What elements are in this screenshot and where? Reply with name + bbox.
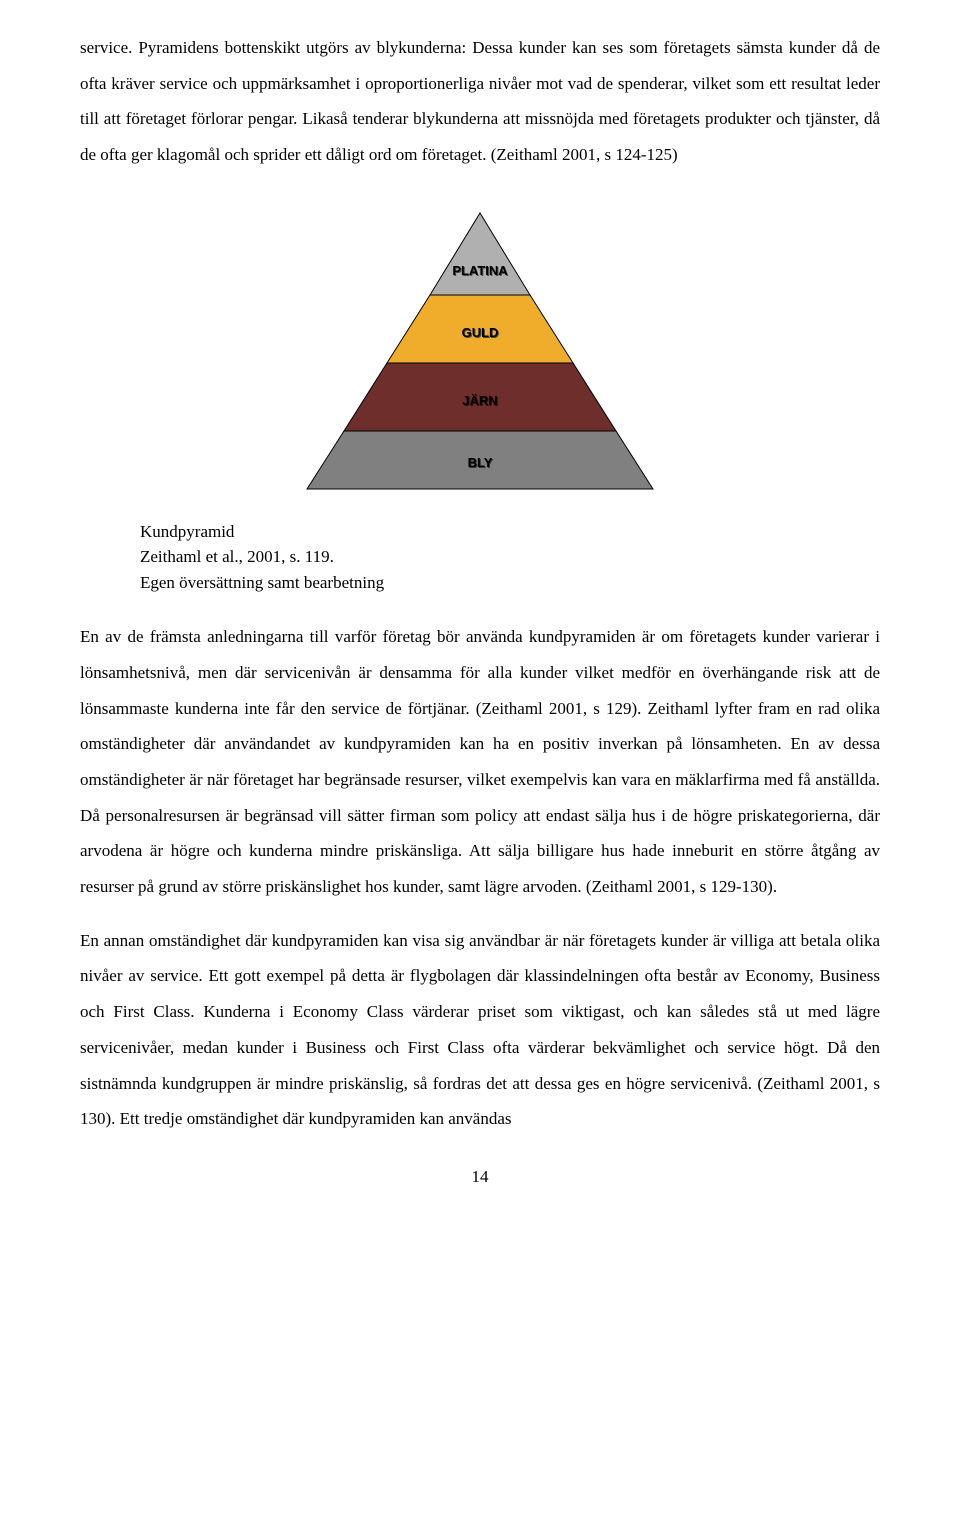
pyramid-tier-platina [430,213,530,295]
pyramid-label-bly: BLY [468,455,493,470]
paragraph-1: service. Pyramidens bottenskikt utgörs a… [80,30,880,173]
pyramid-svg: PLATINA PLATINA GULD GULD JÄRN JÄRN BLY … [270,203,690,499]
page-number: 14 [80,1167,880,1187]
pyramid-label-jarn: JÄRN [462,393,497,408]
pyramid-label-platina: PLATINA [452,263,508,278]
kundpyramid-figure: PLATINA PLATINA GULD GULD JÄRN JÄRN BLY … [80,203,880,499]
paragraph-3: En annan omständighet där kundpyramiden … [80,923,880,1137]
caption-line-1: Kundpyramid [140,522,234,541]
document-page: service. Pyramidens bottenskikt utgörs a… [0,0,960,1227]
caption-line-2: Zeithaml et al., 2001, s. 119. [140,547,334,566]
caption-line-3: Egen översättning samt bearbetning [140,573,384,592]
pyramid-label-guld: GULD [462,325,499,340]
figure-caption: Kundpyramid Zeithaml et al., 2001, s. 11… [140,519,880,596]
paragraph-2: En av de främsta anledningarna till varf… [80,619,880,905]
